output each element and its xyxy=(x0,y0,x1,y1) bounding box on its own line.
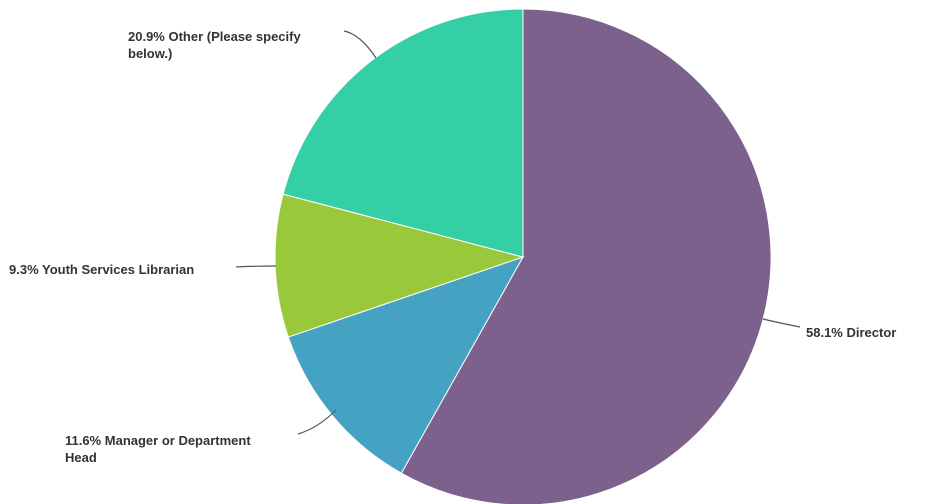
slices-layer xyxy=(274,8,772,504)
leader-line-3 xyxy=(235,265,277,268)
slice-label-1: 58.1% Director xyxy=(806,325,896,340)
labels-layer: 58.1% Director 11.6% Manager or Departmen… xyxy=(9,29,896,465)
pie-slice-4[interactable] xyxy=(282,8,524,258)
slice-label-3: 9.3% Youth Services Librarian xyxy=(9,262,194,277)
leader-line-1 xyxy=(762,318,801,328)
slice-label-2: 11.6% Manager or Department Head xyxy=(65,433,251,465)
leader-line-4 xyxy=(343,30,377,59)
pie-slice-1[interactable] xyxy=(400,8,772,504)
pie-slice-2[interactable] xyxy=(287,256,525,474)
slice-label-4: 20.9% Other (Please specify below.) xyxy=(128,29,301,61)
leader-line-2 xyxy=(297,409,337,435)
leader-lines-layer xyxy=(235,30,801,435)
